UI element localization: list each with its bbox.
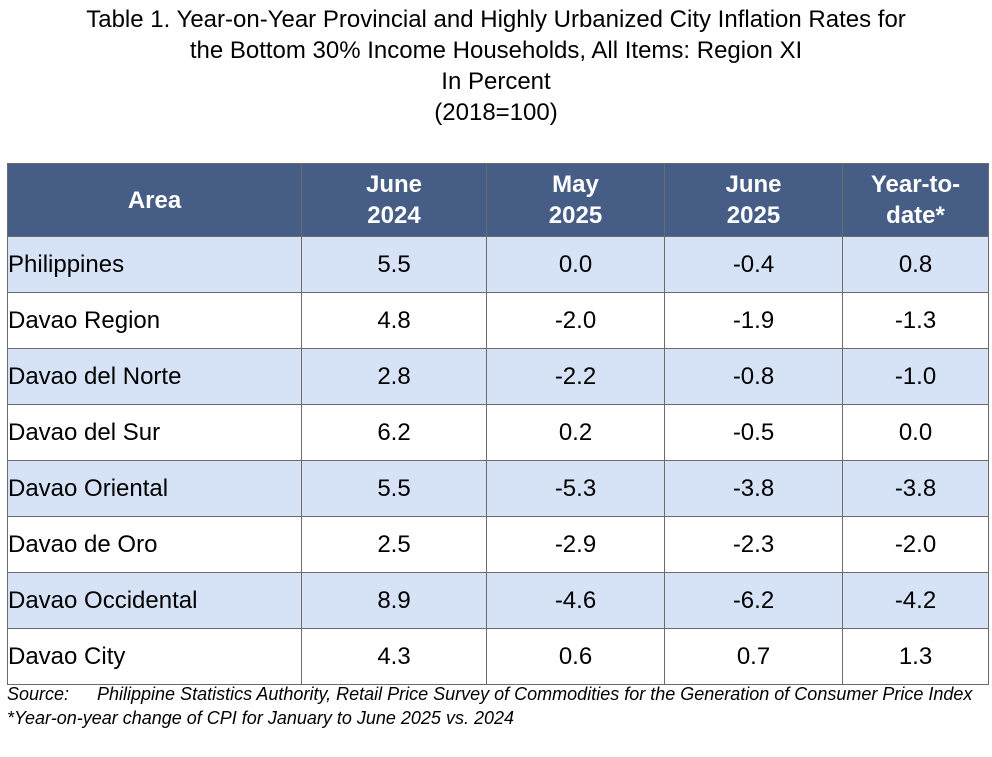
- table-row: Davao City 4.3 0.6 0.7 1.3: [7, 628, 989, 685]
- source-note: Source: Philippine Statistics Authority,…: [7, 682, 988, 706]
- june-2025-cell: -6.2: [664, 572, 843, 629]
- ytd-cell: -3.8: [842, 460, 989, 517]
- area-cell: Davao del Norte: [7, 348, 302, 405]
- title-unit: In Percent: [441, 68, 551, 95]
- june-2024-cell: 2.8: [301, 348, 487, 405]
- may-2025-cell: -5.3: [486, 460, 665, 517]
- ytd-cell: 1.3: [842, 628, 989, 685]
- source-text: Philippine Statistics Authority, Retail …: [97, 684, 973, 704]
- ytd-cell: 0.8: [842, 236, 989, 293]
- june-2025-cell: -1.9: [664, 292, 843, 349]
- header-row: Area June 2024 May 2025 June 2025 Year-t…: [7, 163, 989, 237]
- table-title: Table 1. Year-on-Year Provincial and Hig…: [0, 4, 992, 128]
- table-notes: Source: Philippine Statistics Authority,…: [7, 682, 988, 730]
- area-cell: Davao Region: [7, 292, 302, 349]
- june-2024-cell: 6.2: [301, 404, 487, 461]
- area-cell: Davao Occidental: [7, 572, 302, 629]
- header-year-to-date: Year-to- date*: [842, 163, 989, 237]
- title-base-year: (2018=100): [434, 99, 558, 126]
- table-row: Philippines 5.5 0.0 -0.4 0.8: [7, 236, 989, 293]
- area-cell: Davao Oriental: [7, 460, 302, 517]
- june-2024-cell: 8.9: [301, 572, 487, 629]
- table-row: Davao del Sur 6.2 0.2 -0.5 0.0: [7, 404, 989, 461]
- ytd-cell: -1.0: [842, 348, 989, 405]
- inflation-table: Area June 2024 May 2025 June 2025 Year-t…: [7, 163, 989, 685]
- may-2025-cell: 0.0: [486, 236, 665, 293]
- title-line-2: the Bottom 30% Income Households, All It…: [189, 37, 803, 64]
- table-row: Davao del Norte 2.8 -2.2 -0.8 -1.0: [7, 348, 989, 405]
- june-2024-cell: 2.5: [301, 516, 487, 573]
- header-may-2025: May 2025: [486, 163, 665, 237]
- june-2025-cell: 0.7: [664, 628, 843, 685]
- may-2025-cell: -2.0: [486, 292, 665, 349]
- may-2025-cell: -4.6: [486, 572, 665, 629]
- june-2025-cell: -0.4: [664, 236, 843, 293]
- table-row: Davao Region 4.8 -2.0 -1.9 -1.3: [7, 292, 989, 349]
- june-2024-cell: 4.8: [301, 292, 487, 349]
- may-2025-cell: -2.2: [486, 348, 665, 405]
- title-line-1: Table 1. Year-on-Year Provincial and Hig…: [86, 6, 906, 33]
- table-row: Davao Occidental 8.9 -4.6 -6.2 -4.2: [7, 572, 989, 629]
- june-2025-cell: -0.5: [664, 404, 843, 461]
- table-row: Davao de Oro 2.5 -2.9 -2.3 -2.0: [7, 516, 989, 573]
- june-2025-cell: -3.8: [664, 460, 843, 517]
- may-2025-cell: 0.2: [486, 404, 665, 461]
- area-cell: Davao del Sur: [7, 404, 302, 461]
- june-2024-cell: 5.5: [301, 460, 487, 517]
- june-2024-cell: 4.3: [301, 628, 487, 685]
- june-2025-cell: -0.8: [664, 348, 843, 405]
- ytd-cell: 0.0: [842, 404, 989, 461]
- ytd-cell: -4.2: [842, 572, 989, 629]
- footnote: *Year-on-year change of CPI for January …: [7, 708, 514, 728]
- ytd-cell: -2.0: [842, 516, 989, 573]
- header-june-2025: June 2025: [664, 163, 843, 237]
- june-2024-cell: 5.5: [301, 236, 487, 293]
- area-cell: Davao de Oro: [7, 516, 302, 573]
- june-2025-cell: -2.3: [664, 516, 843, 573]
- may-2025-cell: -2.9: [486, 516, 665, 573]
- ytd-cell: -1.3: [842, 292, 989, 349]
- area-cell: Davao City: [7, 628, 302, 685]
- source-label: Source:: [7, 684, 70, 704]
- table-row: Davao Oriental 5.5 -5.3 -3.8 -3.8: [7, 460, 989, 517]
- area-cell: Philippines: [7, 236, 302, 293]
- header-area: Area: [7, 163, 302, 237]
- header-june-2024: June 2024: [301, 163, 487, 237]
- may-2025-cell: 0.6: [486, 628, 665, 685]
